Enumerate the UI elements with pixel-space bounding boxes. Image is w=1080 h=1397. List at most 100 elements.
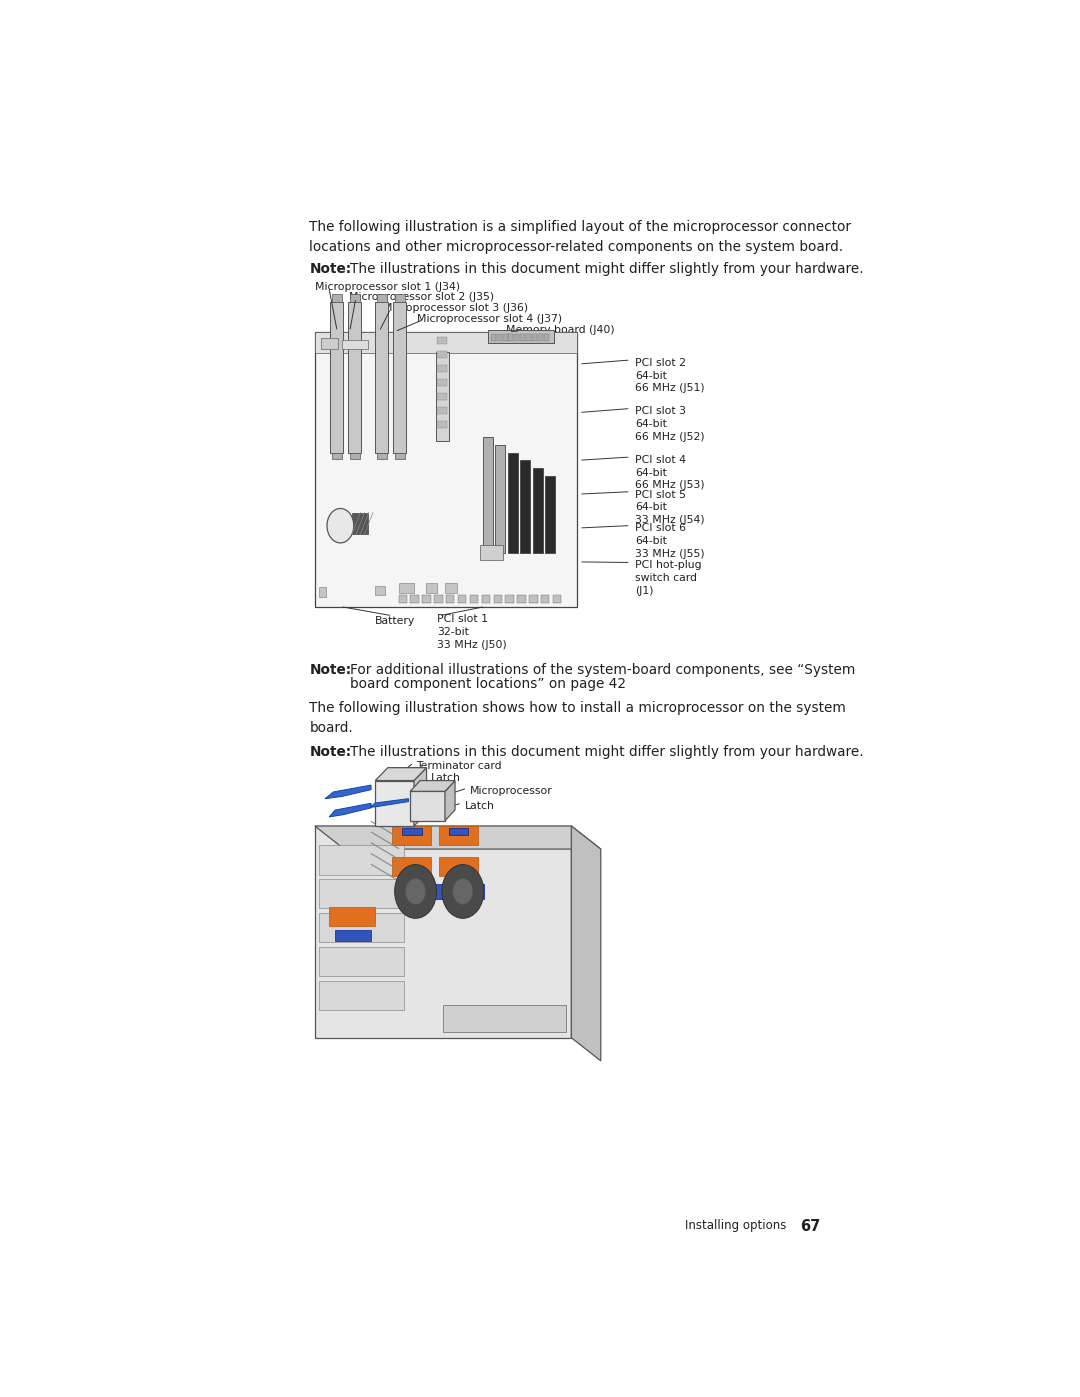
- Bar: [328, 907, 375, 926]
- Bar: [435, 352, 449, 441]
- Bar: [375, 781, 414, 826]
- Text: board component locations” on page 42: board component locations” on page 42: [350, 676, 626, 690]
- Bar: [458, 595, 467, 602]
- Text: PCI slot 3
64-bit
66 MHz (J52): PCI slot 3 64-bit 66 MHz (J52): [635, 407, 704, 441]
- Bar: [532, 468, 542, 553]
- Bar: [541, 595, 550, 602]
- Bar: [335, 930, 372, 942]
- Bar: [529, 595, 538, 602]
- Bar: [470, 595, 478, 602]
- Bar: [482, 595, 490, 602]
- Text: Note:: Note:: [309, 261, 351, 275]
- Bar: [426, 583, 437, 594]
- Text: Terminator card: Terminator card: [416, 760, 502, 771]
- Bar: [352, 513, 367, 534]
- Bar: [399, 595, 407, 602]
- Polygon shape: [414, 768, 427, 826]
- Bar: [437, 393, 447, 400]
- Bar: [545, 475, 555, 553]
- Bar: [496, 444, 505, 553]
- Bar: [446, 595, 455, 602]
- Polygon shape: [410, 781, 455, 791]
- Bar: [443, 1006, 566, 1032]
- Bar: [375, 587, 386, 595]
- Bar: [449, 828, 469, 835]
- Bar: [437, 337, 447, 344]
- Bar: [451, 884, 484, 900]
- Bar: [526, 334, 531, 341]
- Bar: [319, 914, 404, 942]
- Text: Microprocessor slot 2 (J35): Microprocessor slot 2 (J35): [349, 292, 494, 302]
- Circle shape: [405, 879, 426, 904]
- Text: For additional illustrations of the system-board components, see “System: For additional illustrations of the syst…: [350, 662, 855, 676]
- Bar: [509, 334, 513, 341]
- Text: The illustrations in this document might differ slightly from your hardware.: The illustrations in this document might…: [350, 261, 864, 275]
- Text: Microprocessor slot 1 (J34): Microprocessor slot 1 (J34): [314, 282, 460, 292]
- Bar: [445, 583, 457, 594]
- Bar: [319, 981, 404, 1010]
- Bar: [330, 302, 343, 453]
- Bar: [348, 302, 362, 453]
- Bar: [521, 460, 530, 553]
- Bar: [403, 828, 422, 835]
- Bar: [532, 334, 537, 341]
- Bar: [437, 351, 447, 358]
- Bar: [437, 365, 447, 372]
- Circle shape: [453, 879, 473, 904]
- Bar: [494, 595, 502, 602]
- Text: Battery: Battery: [375, 616, 416, 626]
- Bar: [514, 334, 519, 341]
- Bar: [392, 856, 431, 876]
- Bar: [434, 595, 443, 602]
- Bar: [437, 379, 447, 386]
- Bar: [393, 302, 406, 453]
- Text: Microprocessor slot 4 (J37): Microprocessor slot 4 (J37): [417, 314, 563, 324]
- Text: Note:: Note:: [309, 745, 351, 759]
- Bar: [377, 453, 387, 460]
- Polygon shape: [375, 768, 427, 781]
- Text: PCI slot 6
64-bit
33 MHz (J55): PCI slot 6 64-bit 33 MHz (J55): [635, 524, 704, 559]
- Bar: [422, 595, 431, 602]
- Bar: [437, 420, 447, 427]
- Bar: [488, 330, 554, 344]
- Bar: [505, 595, 514, 602]
- Text: PCI slot 5
64-bit
33 MHz (J54): PCI slot 5 64-bit 33 MHz (J54): [635, 489, 704, 525]
- Bar: [322, 338, 338, 349]
- Bar: [410, 791, 445, 820]
- Bar: [395, 453, 405, 460]
- Bar: [375, 302, 389, 453]
- Text: PCI slot 1
32-bit
33 MHz (J50): PCI slot 1 32-bit 33 MHz (J50): [437, 615, 507, 650]
- Polygon shape: [314, 826, 600, 849]
- Polygon shape: [329, 803, 372, 817]
- Bar: [502, 334, 508, 341]
- Bar: [399, 583, 414, 594]
- Bar: [377, 293, 387, 302]
- Text: The illustrations in this document might differ slightly from your hardware.: The illustrations in this document might…: [350, 745, 864, 759]
- Bar: [480, 545, 503, 560]
- Polygon shape: [370, 799, 408, 807]
- Bar: [319, 587, 326, 598]
- Bar: [483, 437, 494, 553]
- Bar: [543, 334, 549, 341]
- Polygon shape: [571, 826, 600, 1060]
- Text: Installing options: Installing options: [685, 1218, 786, 1232]
- Bar: [342, 341, 367, 349]
- Text: The following illustration shows how to install a microprocessor on the system
b: The following illustration shows how to …: [309, 701, 847, 735]
- Text: Memory board (J40): Memory board (J40): [507, 326, 615, 335]
- Text: The following illustration is a simplified layout of the microprocessor connecto: The following illustration is a simplifi…: [309, 219, 851, 254]
- Polygon shape: [445, 781, 455, 820]
- Text: Latch: Latch: [464, 800, 495, 810]
- Text: PCI slot 4
64-bit
66 MHz (J53): PCI slot 4 64-bit 66 MHz (J53): [635, 455, 704, 490]
- Text: Latch: Latch: [431, 773, 461, 782]
- Bar: [410, 595, 419, 602]
- Text: PCI hot-plug
switch card
(J1): PCI hot-plug switch card (J1): [635, 560, 702, 597]
- Bar: [314, 826, 571, 1038]
- Bar: [350, 293, 360, 302]
- Text: Microprocessor slot 3 (J36): Microprocessor slot 3 (J36): [383, 303, 528, 313]
- Circle shape: [442, 865, 484, 918]
- Bar: [319, 845, 404, 875]
- Circle shape: [394, 865, 436, 918]
- Bar: [399, 884, 445, 900]
- Bar: [438, 856, 477, 876]
- Circle shape: [327, 509, 354, 543]
